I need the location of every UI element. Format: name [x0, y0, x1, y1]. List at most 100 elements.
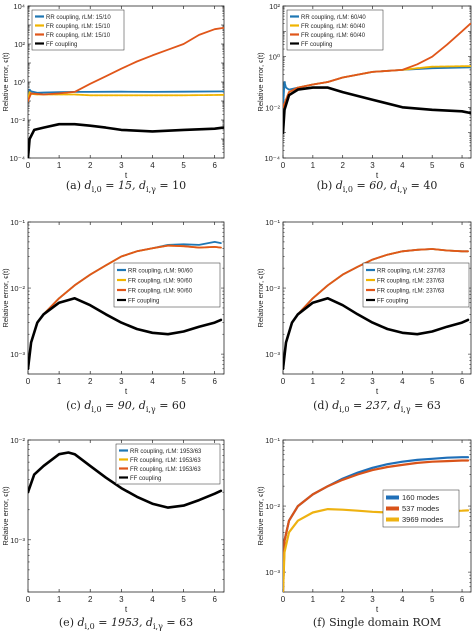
x-tick-label: 1: [57, 595, 62, 604]
chart-panel: 0 1 2 3 4 5 6 10² 10⁰ 10⁻² 10⁻⁴ t Relative error, ϵ(…: [256, 2, 472, 194]
x-tick-label: 3: [370, 595, 375, 604]
caption-text: d: [77, 616, 84, 629]
panel-caption: (f) Single domain ROM: [313, 616, 441, 629]
legend-label: FR coupling, rLM: 237/63: [377, 278, 445, 284]
legend-label: FR coupling, rLM: 90/60: [128, 278, 193, 284]
x-tick-label: 2: [340, 161, 345, 170]
legend-label: FF coupling: [128, 298, 159, 304]
x-tick-label: 3: [370, 377, 375, 386]
y-tick-label: 10⁻³: [10, 536, 25, 545]
legend-label: RR coupling, rLM: 15/10: [46, 15, 111, 21]
legend-label: FF coupling: [377, 298, 408, 304]
x-tick-label: 2: [88, 161, 93, 170]
caption-text: d: [85, 179, 92, 192]
legend-label: FR coupling, rLM: 15/10: [46, 33, 111, 39]
legend-label: FR coupling, rLM: 60/40: [301, 24, 366, 30]
caption-text: = 10: [156, 179, 186, 192]
x-tick-label: 0: [26, 377, 31, 386]
x-tick-label: 1: [57, 161, 62, 170]
legend-label: FR coupling, rLM: 1953/63: [130, 458, 201, 464]
x-tick-label: 0: [281, 595, 286, 604]
caption-label: (e): [59, 616, 78, 629]
x-tick-label: 3: [119, 377, 124, 386]
caption-text: i,0: [339, 405, 349, 414]
x-tick-label: 4: [150, 377, 155, 386]
y-axis-label: Relative error, ϵ(t): [1, 486, 10, 546]
x-axis-label: t: [125, 386, 128, 396]
y-tick-label: 10⁻³: [265, 568, 280, 577]
y-tick-label: 10⁻⁴: [9, 154, 25, 163]
x-tick-label: 4: [150, 595, 155, 604]
y-axis-label: Relative error, ϵ(t): [256, 268, 265, 328]
caption-text: = 237, d: [350, 399, 401, 412]
chart-panel: 0 1 2 3 4 5 6 10⁻² 10⁻³ t Relative error, ϵ(t) RR c…: [1, 436, 225, 631]
series-line-m537: [283, 459, 470, 592]
legend-label: 537 modes: [402, 504, 439, 513]
legend-label: FR coupling, rLM: 60/40: [301, 33, 366, 39]
legend-label: RR coupling, rLM: 1953/63: [130, 449, 202, 455]
chart-panel: 0 1 2 3 4 5 6 10⁻¹ 10⁻² 10⁻³ t Relative error, ϵ(t)…: [1, 218, 225, 414]
series-line-ff: [28, 122, 224, 158]
panel-caption: (a) di,0 = 15, di,γ = 10: [66, 179, 186, 194]
x-tick-label: 5: [181, 161, 186, 170]
x-tick-label: 2: [88, 377, 93, 386]
y-tick-label: 10⁻²: [10, 116, 25, 125]
caption-label: (b): [317, 179, 336, 192]
legend-label: 3969 modes: [402, 515, 444, 524]
legend-label: FR coupling, rLM: 237/63: [377, 288, 445, 294]
series-line-ff: [283, 86, 471, 134]
legend-label: RR coupling, rLM: 90/60: [128, 268, 193, 274]
y-tick-label: 10⁻³: [10, 350, 25, 359]
panel-caption: (d) di,0 = 237, di,γ = 63: [313, 399, 441, 414]
x-tick-label: 3: [119, 595, 124, 604]
legend-label: FR coupling, rLM: 15/10: [46, 24, 111, 30]
caption-label: (f): [313, 616, 329, 629]
y-tick-label: 10⁻¹: [10, 218, 25, 227]
caption-text: = 60: [156, 399, 186, 412]
caption-text: = 40: [407, 179, 437, 192]
series-group: [28, 241, 223, 371]
x-tick-label: 6: [460, 595, 465, 604]
caption-text: i,0: [91, 405, 101, 414]
panel-caption: (c) di,0 = 90, di,γ = 60: [66, 399, 186, 414]
series-line-fr2: [283, 22, 471, 109]
caption-text: = 60, d: [353, 179, 397, 192]
x-tick-label: 4: [400, 377, 405, 386]
legend-box: [362, 262, 470, 308]
y-tick-label: 10⁻²: [265, 284, 280, 293]
legend-label: FF coupling: [130, 476, 161, 482]
y-tick-label: 10⁻⁴: [264, 154, 280, 163]
caption-text: i,0: [92, 185, 102, 194]
x-tick-label: 6: [460, 377, 465, 386]
legend-label: 160 modes: [402, 493, 439, 502]
x-axis-label: t: [376, 386, 379, 396]
x-tick-label: 3: [119, 161, 124, 170]
x-tick-label: 5: [430, 377, 435, 386]
x-tick-label: 5: [430, 161, 435, 170]
series-group: [28, 27, 224, 158]
x-tick-label: 5: [181, 595, 186, 604]
x-tick-label: 6: [212, 595, 217, 604]
y-tick-label: 10⁻³: [265, 350, 280, 359]
x-tick-label: 2: [340, 595, 345, 604]
legend-label: FF coupling: [301, 42, 332, 48]
x-tick-label: 4: [150, 161, 155, 170]
y-tick-label: 10⁴: [13, 2, 25, 11]
caption-text: i,0: [343, 185, 353, 194]
x-tick-label: 6: [460, 161, 465, 170]
y-tick-label: 10⁻¹: [265, 218, 280, 227]
x-tick-label: 6: [212, 377, 217, 386]
caption-text: = 15, d: [102, 179, 146, 192]
x-tick-label: 2: [88, 595, 93, 604]
x-tick-label: 5: [181, 377, 186, 386]
y-tick-label: 10²: [269, 2, 280, 11]
y-tick-label: 10⁻¹: [265, 436, 280, 445]
series-group: [283, 22, 471, 134]
legend-label: RR coupling, rLM: 60/40: [301, 15, 366, 21]
x-tick-label: 4: [400, 161, 405, 170]
chart-panel: 0 1 2 3 4 5 6 10⁻¹ 10⁻² 10⁻³ t Relative error, ϵ(t)…: [256, 436, 472, 629]
caption-text: = 63: [411, 399, 441, 412]
caption-text: i,γ: [146, 405, 156, 414]
x-tick-label: 1: [57, 377, 62, 386]
